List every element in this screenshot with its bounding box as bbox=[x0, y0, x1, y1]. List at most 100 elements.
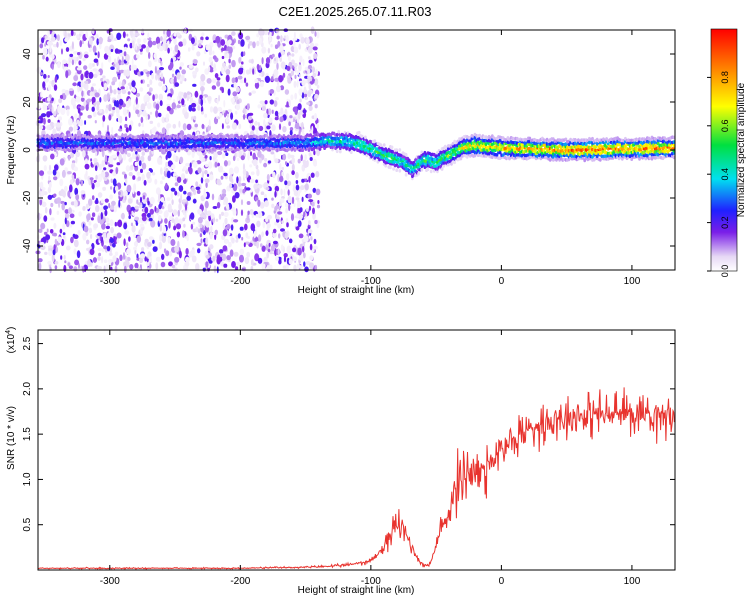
spectrogram-cell bbox=[248, 41, 254, 46]
spectrogram-cell bbox=[265, 187, 270, 191]
spectrogram-cell bbox=[191, 107, 196, 112]
spectrogram-cell bbox=[129, 64, 132, 71]
spectrogram-cell bbox=[202, 81, 206, 86]
spectrogram-cell bbox=[160, 261, 166, 268]
spectrogram-cell bbox=[300, 154, 303, 162]
spectrogram-cell bbox=[223, 160, 228, 167]
spectrogram-cell bbox=[158, 203, 162, 210]
spectrogram-cell bbox=[176, 231, 181, 238]
spectrogram-cell bbox=[49, 42, 54, 46]
spectrogram-cell bbox=[234, 77, 238, 83]
spectrogram-cell bbox=[68, 126, 74, 132]
spectrogram-cell bbox=[161, 205, 164, 210]
spectrogram-cell bbox=[249, 67, 252, 75]
spectrogram-cell bbox=[231, 122, 237, 130]
spectrogram-cell bbox=[61, 48, 63, 55]
spectrogram-cell bbox=[197, 167, 202, 174]
spectrogram-cell bbox=[62, 59, 67, 64]
spectrogram-cell bbox=[157, 112, 162, 118]
spectrogram-cell bbox=[110, 186, 113, 190]
spectrogram-cell bbox=[166, 96, 171, 101]
spectrogram-cell bbox=[264, 75, 271, 83]
spectrogram-cell bbox=[158, 93, 163, 102]
spectrogram-cell bbox=[304, 80, 308, 84]
spectrogram-cell bbox=[119, 52, 125, 57]
spectrogram-cell bbox=[227, 108, 232, 113]
spectrogram-cell bbox=[244, 77, 247, 84]
spectrogram-cell bbox=[53, 111, 57, 117]
spectrogram-cell bbox=[166, 29, 171, 38]
spectrogram-cell bbox=[564, 137, 568, 142]
spectrogram-cell bbox=[109, 238, 115, 244]
spectrogram-cell bbox=[181, 69, 186, 75]
spectrogram-cell bbox=[124, 123, 128, 129]
spectrogram-cell bbox=[158, 81, 163, 87]
spectrogram-cell bbox=[246, 213, 250, 221]
spectrogram-cell bbox=[143, 95, 147, 103]
spectrogram-x-tick-label: -300 bbox=[100, 276, 120, 287]
spectrogram-cell bbox=[234, 192, 240, 199]
spectrogram-cell bbox=[93, 223, 99, 229]
spectrogram-cell bbox=[75, 151, 80, 158]
spectrogram-cell bbox=[273, 69, 279, 77]
spectrogram-cell bbox=[93, 157, 98, 163]
spectrogram-cell bbox=[230, 97, 235, 103]
spectrogram-cell bbox=[141, 247, 145, 252]
spectrogram-cell bbox=[440, 167, 444, 171]
spectrogram-cell bbox=[121, 142, 124, 146]
spectrogram-cell bbox=[188, 64, 193, 69]
spectrogram-cell bbox=[119, 49, 123, 53]
spectrogram-cell bbox=[77, 52, 81, 56]
spectrogram-cell bbox=[183, 223, 186, 228]
spectrogram-cell bbox=[129, 264, 134, 270]
spectrogram-cell bbox=[295, 172, 299, 179]
spectrogram-cell bbox=[103, 245, 108, 250]
spectrogram-cell bbox=[241, 236, 244, 241]
spectrogram-cell bbox=[260, 191, 265, 195]
spectrogram-cell bbox=[116, 94, 122, 101]
spectrogram-cell bbox=[314, 104, 318, 109]
spectrogram-cell bbox=[231, 237, 235, 244]
spectrogram-cell bbox=[39, 125, 44, 130]
spectrogram-cell bbox=[76, 67, 82, 71]
spectrogram-cell bbox=[104, 209, 108, 217]
spectrogram-cell bbox=[43, 231, 48, 236]
spectrogram-cell bbox=[226, 52, 230, 59]
spectrogram-cell bbox=[300, 36, 305, 44]
spectrogram-cell bbox=[118, 98, 124, 106]
spectrogram-cell bbox=[304, 183, 309, 191]
spectrogram-cell bbox=[168, 220, 171, 229]
spectrogram-cells bbox=[35, 26, 676, 274]
spectrogram-cell bbox=[357, 130, 361, 135]
spectrogram-cell bbox=[41, 37, 45, 44]
spectrogram-cell bbox=[179, 156, 184, 164]
spectrogram-cell bbox=[92, 68, 98, 72]
spectrogram-cell bbox=[265, 230, 269, 237]
spectrogram-cell bbox=[178, 41, 184, 47]
spectrogram-cell bbox=[85, 170, 88, 177]
spectrogram-cell bbox=[53, 84, 58, 91]
spectrogram-cell bbox=[103, 265, 106, 273]
spectrogram-cell bbox=[266, 265, 271, 273]
spectrogram-cell bbox=[278, 75, 283, 83]
spectrogram-cell bbox=[162, 203, 167, 208]
spectrogram-cell bbox=[281, 171, 285, 177]
spectrogram-cell bbox=[39, 198, 43, 206]
spectrogram-cell bbox=[198, 43, 202, 48]
spectrogram-cell bbox=[89, 91, 95, 97]
spectrogram-cell bbox=[88, 62, 93, 70]
spectrogram-cell bbox=[313, 150, 316, 156]
spectrogram-cell bbox=[91, 106, 95, 112]
spectrogram-cell bbox=[53, 222, 57, 229]
spectrogram-cell bbox=[134, 32, 140, 37]
spectrogram-cell bbox=[172, 209, 178, 216]
spectrogram-cell bbox=[268, 37, 272, 42]
spectrogram-cell bbox=[264, 124, 267, 133]
spectrogram-cell bbox=[286, 101, 289, 108]
spectrogram-cell bbox=[51, 254, 55, 262]
spectrogram-cell bbox=[213, 106, 218, 114]
spectrogram-cell bbox=[226, 125, 231, 129]
spectrogram-cell bbox=[124, 230, 130, 235]
spectrogram-cell bbox=[295, 184, 300, 191]
